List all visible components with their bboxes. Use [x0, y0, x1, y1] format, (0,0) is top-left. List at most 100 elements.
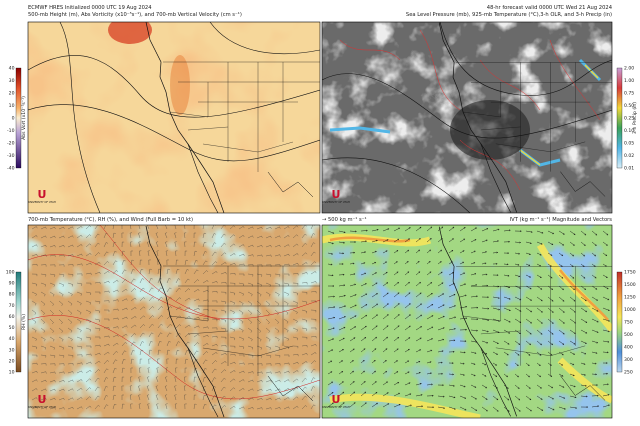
wind-barb [49, 327, 55, 333]
wind-barb [157, 287, 163, 293]
wind-barb [202, 270, 209, 275]
wind-barb [85, 253, 92, 257]
wind-barb [256, 354, 263, 358]
wind-barb [310, 318, 317, 322]
ivt-arrow [470, 362, 476, 365]
ivt-arrow [338, 241, 345, 244]
ivt-arrow [404, 382, 411, 386]
colorbar-tick-label: 2.00 [624, 66, 634, 72]
wind-barb [156, 241, 159, 248]
wind-barb [166, 324, 172, 329]
ivt-arrow [580, 351, 587, 355]
wind-barb [103, 335, 110, 338]
wind-barb [148, 306, 155, 311]
wind-barb [130, 241, 133, 248]
ivt-arrow [591, 307, 599, 312]
ivt-arrow [580, 252, 585, 257]
wind-barb [274, 254, 281, 257]
ivt-arrow [404, 249, 410, 254]
wind-barb [58, 354, 65, 358]
ivt-arrow [448, 250, 454, 254]
ivt-arrow [426, 349, 433, 353]
ivt-arrow [569, 241, 575, 246]
wind-barb [148, 323, 154, 329]
ivt-arrow [393, 371, 399, 375]
ivt-arrow [481, 228, 489, 232]
colorbar-tick-label: -30 [7, 153, 15, 159]
ivt-arrow [338, 381, 344, 386]
ivt-arrow [514, 230, 522, 233]
wind-barb [220, 395, 226, 401]
ivt-arrow [415, 249, 420, 254]
ivt-arrow [437, 293, 444, 298]
ivt-arrow [371, 293, 378, 298]
ivt-arrow [415, 303, 422, 309]
ivt-arrow [503, 362, 508, 366]
wind-barb [166, 278, 171, 284]
ivt-arrow [448, 406, 456, 410]
wind-barb [220, 318, 227, 323]
ivt-arrow [547, 274, 553, 279]
wind-barb [310, 261, 317, 266]
wind-barb [202, 343, 209, 347]
colorbar-tick-label: 20 [9, 358, 15, 364]
ivt-arrow [569, 373, 575, 377]
wind-barb [301, 386, 307, 392]
ivt-arrow [415, 349, 421, 353]
ivt-arrow [349, 304, 357, 309]
wind-barb [58, 397, 65, 401]
wind-barb [76, 226, 83, 230]
ivt-arrow [327, 295, 335, 298]
wind-barb [76, 244, 83, 248]
wind-barb [40, 345, 46, 350]
wind-barb [283, 336, 289, 341]
wind-barb [220, 291, 227, 295]
ivt-arrow [536, 230, 544, 234]
ivt-arrow [591, 230, 598, 236]
wind-barb [76, 309, 82, 315]
wind-barb [85, 369, 92, 374]
wind-barb [211, 291, 218, 294]
ivt-arrow [525, 285, 532, 290]
wind-barb [274, 309, 279, 315]
ivt-core [329, 236, 609, 321]
wind-barb [229, 309, 235, 315]
wind-barb [283, 370, 290, 374]
wind-barb [147, 376, 150, 383]
wind-barb [58, 363, 65, 366]
ivt-arrow [338, 326, 346, 331]
wind-barb [310, 309, 317, 313]
wind-barb [202, 242, 207, 248]
wind-barb [49, 254, 56, 257]
wind-barb [67, 254, 74, 257]
ivt-arrow [327, 371, 333, 375]
wind-barb [138, 394, 141, 401]
colorbar-tick-label: 400 [624, 345, 633, 351]
ivt-arrow [437, 361, 443, 364]
wind-barb [121, 333, 128, 338]
ivt-arrow [536, 395, 543, 400]
ivt-arrow [371, 250, 377, 254]
wind-barb [103, 225, 108, 230]
ivt-arrow [470, 318, 479, 321]
ivt-arrow [547, 252, 553, 256]
colorbar-tick-label: 1000 [624, 307, 636, 313]
wind-barb [31, 362, 38, 366]
field-texture [322, 225, 612, 418]
ivt-arrow [536, 373, 541, 378]
ivt-arrow [349, 283, 356, 287]
wind-barb [85, 396, 92, 401]
wind-barb [139, 287, 145, 293]
wind-barb [157, 358, 160, 365]
colorbar-tick-label: 1750 [624, 270, 636, 276]
ivt-arrow [371, 325, 378, 331]
wind-barb [283, 397, 290, 401]
wind-barb [76, 362, 83, 365]
wind-barb [148, 341, 153, 347]
ivt-arrow [536, 241, 543, 245]
wind-barb [156, 250, 159, 257]
ivt-arrow [525, 263, 531, 266]
ivt-arrow [514, 373, 519, 378]
wind-barb [292, 243, 299, 248]
ivt-arrow [591, 384, 598, 386]
